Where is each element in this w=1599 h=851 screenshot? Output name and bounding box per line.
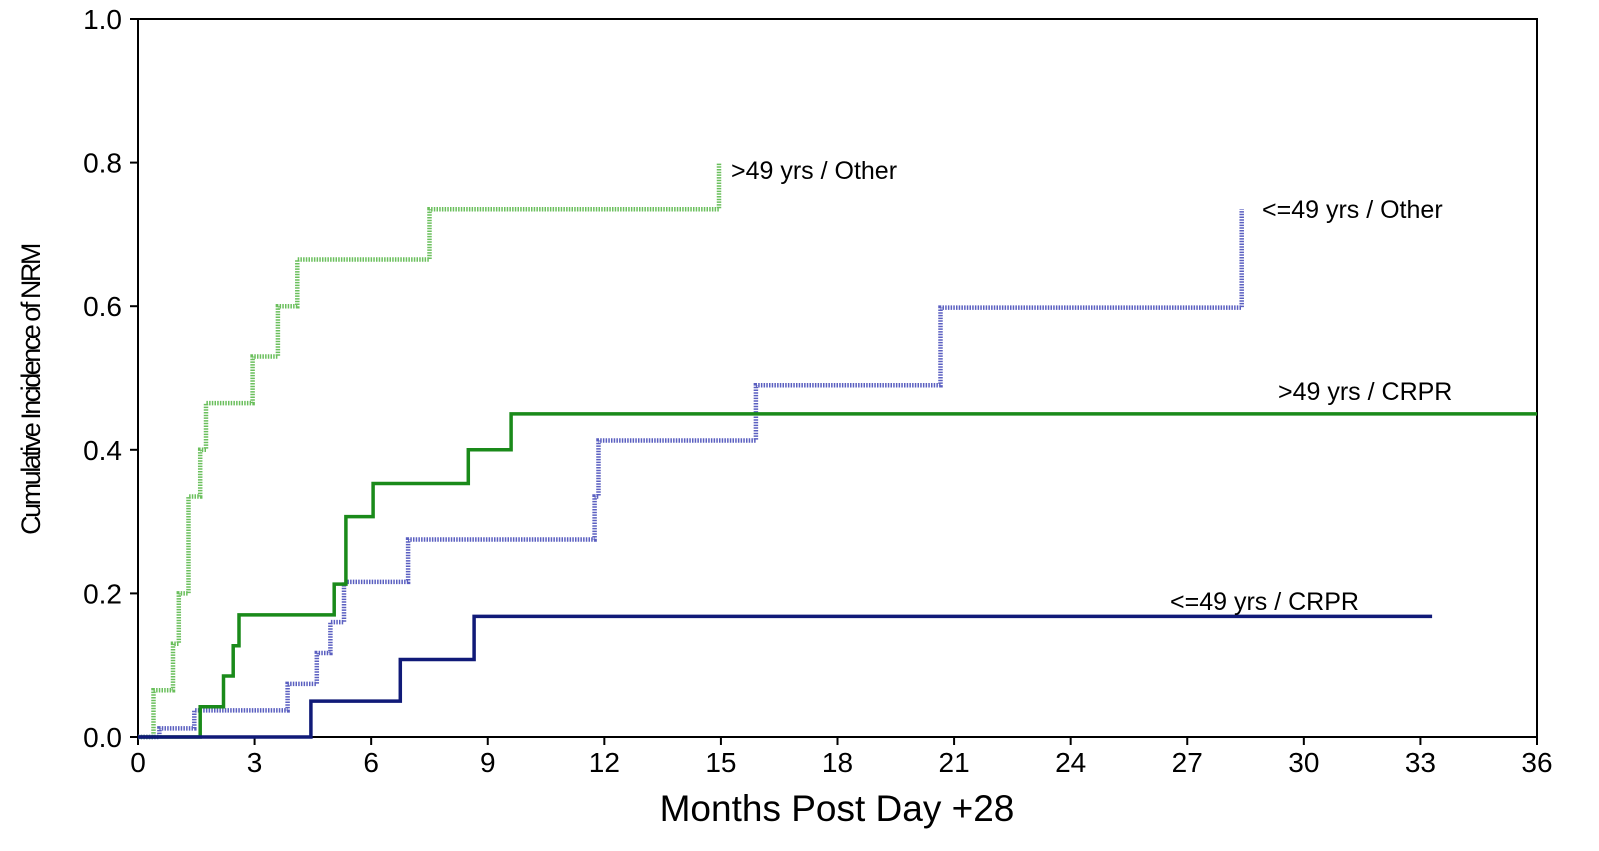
y-tick-label: 0.4 <box>83 435 122 466</box>
y-tick-label: 0.6 <box>83 291 122 322</box>
x-tick-label: 30 <box>1288 747 1319 778</box>
x-tick-label: 21 <box>939 747 970 778</box>
series-labels: >49 yrs / Other <=49 yrs / Other >49 yrs… <box>731 157 1452 616</box>
x-tick-label: 33 <box>1405 747 1436 778</box>
x-tick-label: 6 <box>363 747 379 778</box>
x-axis-title: Months Post Day +28 <box>660 788 1015 829</box>
y-tick-label: 0.8 <box>83 148 122 179</box>
x-axis: 0 3 6 9 12 15 18 21 24 27 30 33 36 <box>130 737 1553 778</box>
y-axis-title: Cumulative Incidence of NRM <box>16 244 46 535</box>
x-tick-label: 24 <box>1055 747 1086 778</box>
y-tick-label: 0.2 <box>83 578 122 609</box>
series-label: <=49 yrs / Other <box>1262 196 1443 224</box>
series-label: <=49 yrs / CRPR <box>1170 588 1359 616</box>
series-label: >49 yrs / Other <box>731 157 897 185</box>
y-tick-label: 1.0 <box>83 4 122 35</box>
x-tick-label: 27 <box>1172 747 1203 778</box>
x-tick-label: 12 <box>589 747 620 778</box>
series-group <box>138 162 1537 740</box>
x-tick-label: 36 <box>1521 747 1552 778</box>
series-line-3 <box>138 614 1433 739</box>
x-tick-label: 9 <box>480 747 496 778</box>
y-axis: 0.0 0.2 0.4 0.6 0.8 1.0 <box>83 4 138 753</box>
y-tick-label: 0.0 <box>83 722 122 753</box>
x-tick-label: 0 <box>130 747 146 778</box>
series-line-1 <box>138 209 1244 740</box>
series-line-2 <box>138 412 1537 739</box>
x-tick-label: 15 <box>705 747 736 778</box>
x-tick-label: 3 <box>247 747 263 778</box>
series-label: >49 yrs / CRPR <box>1278 378 1452 406</box>
x-tick-label: 18 <box>822 747 853 778</box>
series-line-0 <box>138 162 722 740</box>
